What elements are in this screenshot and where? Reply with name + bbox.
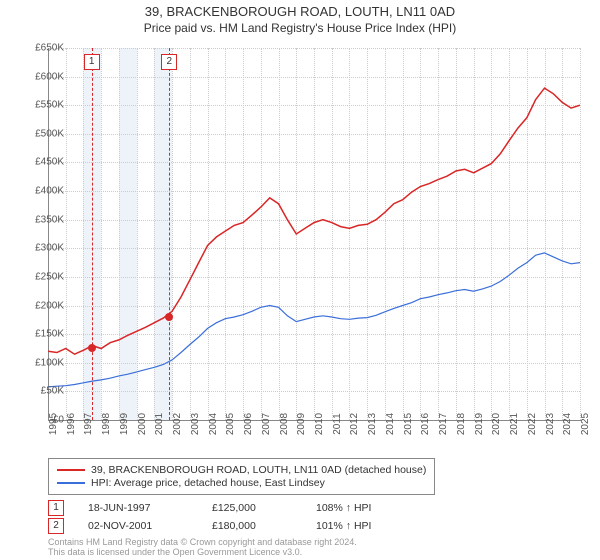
y-tick-label: £400K [14,186,64,197]
transaction-row: 2 02-NOV-2001 £180,000 101% ↑ HPI [48,518,406,534]
x-tick-label: 2006 [243,413,254,435]
series-line [48,88,580,354]
x-tick-label: 2007 [261,413,272,435]
y-tick-label: £450K [14,157,64,168]
x-tick-label: 2021 [509,413,520,435]
x-tick-label: 2024 [562,413,573,435]
x-tick-label: 2015 [403,413,414,435]
y-tick-label: £300K [14,243,64,254]
x-tick-label: 2009 [296,413,307,435]
y-tick-label: £650K [14,43,64,54]
x-tick-label: 2018 [456,413,467,435]
legend-swatch [57,469,85,471]
x-tick-label: 1999 [119,413,130,435]
y-tick-label: £550K [14,100,64,111]
transaction-table: 1 18-JUN-1997 £125,000 108% ↑ HPI 2 02-N… [48,500,406,536]
series-line [48,253,580,387]
transaction-badge: 2 [48,518,64,534]
transaction-ratio: 108% ↑ HPI [316,502,406,514]
title-block: 39, BRACKENBOROUGH ROAD, LOUTH, LN11 0AD… [0,0,600,35]
x-tick-label: 1997 [83,413,94,435]
chart-container: 39, BRACKENBOROUGH ROAD, LOUTH, LN11 0AD… [0,0,600,560]
x-tick-label: 2025 [580,413,591,435]
transaction-badge: 1 [48,500,64,516]
x-tick-label: 2000 [137,413,148,435]
y-tick-label: £600K [14,71,64,82]
legend-swatch [57,482,85,484]
transaction-price: £125,000 [212,502,292,514]
sale-marker-line [169,48,170,420]
chart-subtitle: Price paid vs. HM Land Registry's House … [0,21,600,35]
x-tick-label: 2017 [438,413,449,435]
y-tick-label: £100K [14,357,64,368]
sale-marker-point [165,313,173,321]
x-tick-label: 2004 [208,413,219,435]
x-tick-label: 2008 [279,413,290,435]
x-tick-label: 2001 [154,413,165,435]
legend: 39, BRACKENBOROUGH ROAD, LOUTH, LN11 0AD… [48,458,435,495]
x-tick-label: 2020 [491,413,502,435]
transaction-date: 02-NOV-2001 [88,520,188,532]
sale-marker-point [88,344,96,352]
x-tick-label: 2019 [474,413,485,435]
x-tick-label: 2013 [367,413,378,435]
sale-marker-line [92,48,93,420]
x-tick-label: 1998 [101,413,112,435]
y-tick-label: £250K [14,271,64,282]
x-tick-label: 1996 [66,413,77,435]
x-tick-label: 2012 [349,413,360,435]
x-tick-label: 1995 [48,413,59,435]
x-tick-label: 2016 [420,413,431,435]
x-tick-label: 2010 [314,413,325,435]
y-tick-label: £150K [14,329,64,340]
sale-marker-badge: 1 [84,54,100,70]
line-series-svg [48,48,580,420]
legend-item: HPI: Average price, detached house, East… [57,477,426,489]
footer-attribution: Contains HM Land Registry data © Crown c… [48,538,357,558]
transaction-row: 1 18-JUN-1997 £125,000 108% ↑ HPI [48,500,406,516]
legend-label: HPI: Average price, detached house, East… [91,477,325,489]
y-tick-label: £200K [14,300,64,311]
legend-item: 39, BRACKENBOROUGH ROAD, LOUTH, LN11 0AD… [57,464,426,476]
x-tick-label: 2011 [332,413,343,435]
transaction-ratio: 101% ↑ HPI [316,520,406,532]
x-tick-label: 2022 [527,413,538,435]
x-tick-label: 2023 [545,413,556,435]
legend-label: 39, BRACKENBOROUGH ROAD, LOUTH, LN11 0AD… [91,464,426,476]
chart-title: 39, BRACKENBOROUGH ROAD, LOUTH, LN11 0AD [0,4,600,19]
y-tick-label: £500K [14,128,64,139]
x-tick-label: 2005 [225,413,236,435]
footer-line: This data is licensed under the Open Gov… [48,548,357,558]
x-tick-label: 2002 [172,413,183,435]
transaction-price: £180,000 [212,520,292,532]
y-tick-label: £50K [14,386,64,397]
sale-marker-badge: 2 [161,54,177,70]
x-tick-label: 2014 [385,413,396,435]
y-tick-label: £350K [14,214,64,225]
transaction-date: 18-JUN-1997 [88,502,188,514]
x-tick-label: 2003 [190,413,201,435]
